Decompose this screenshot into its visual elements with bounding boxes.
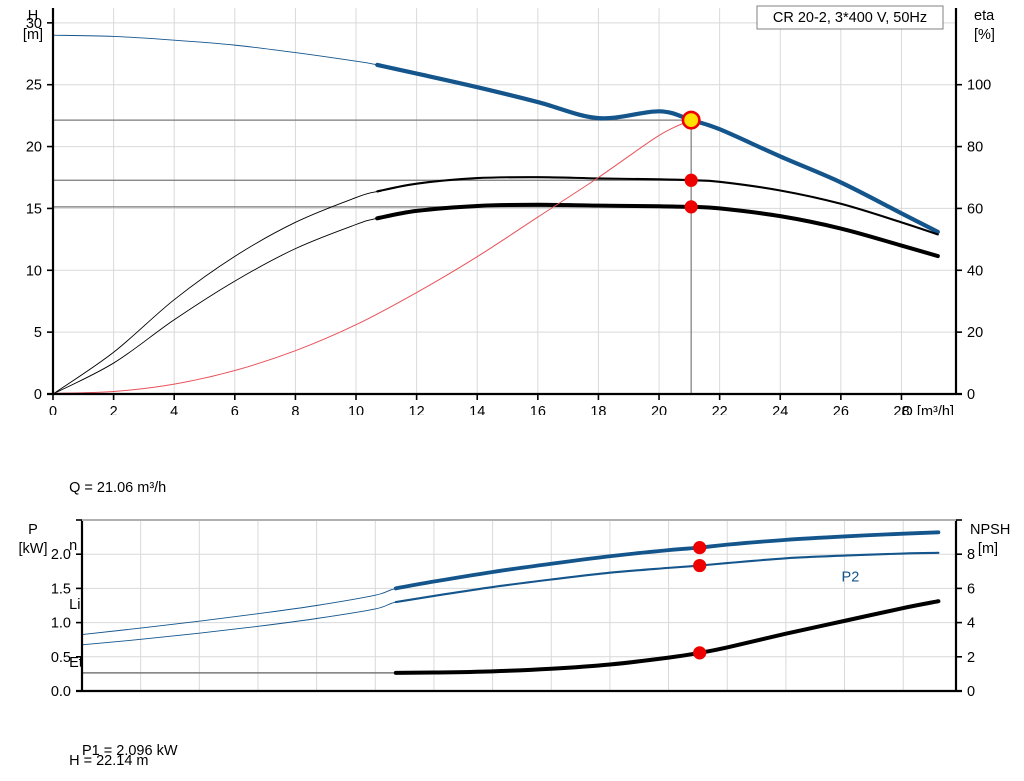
tick-label-right-3: 60 — [967, 201, 983, 217]
info-flow-rate: Q = 21.06 m³/h — [69, 479, 167, 496]
tick-label-left-3: 15 — [26, 201, 42, 217]
axis-title-x: Q [m³/h] — [902, 404, 954, 415]
duty-point-marker-duty-p1[interactable] — [693, 541, 707, 555]
tick-label-left-4: 20 — [26, 140, 42, 156]
title-box: CR 20-2, 3*400 V, 50Hz — [756, 5, 944, 30]
curve-thin-3[interactable] — [52, 119, 692, 394]
info-head: H = 22.14 m — [69, 752, 149, 769]
plot-background — [53, 8, 956, 394]
tick-label-bottom-1: 2 — [110, 404, 118, 415]
info-p1: P1 = 2.096 kW — [82, 743, 178, 759]
tick-label-left-1: 0.5 — [51, 650, 71, 666]
tick-label-bottom-10: 20 — [651, 404, 667, 415]
tick-label-bottom-5: 10 — [348, 404, 364, 415]
tick-label-bottom-8: 16 — [530, 404, 546, 415]
duty-point-marker-main[interactable] — [681, 110, 701, 130]
tick-label-bottom-4: 8 — [291, 404, 299, 415]
duty-point-marker-duty-eta-pump-motor[interactable] — [684, 200, 698, 214]
axis-title-right-name: NPSH — [970, 522, 1010, 538]
axis-title-left-name: H — [28, 8, 38, 24]
curve-operating-2[interactable] — [375, 202, 940, 259]
tick-label-bottom-3: 6 — [231, 404, 239, 415]
tick-label-right-2: 4 — [967, 616, 975, 632]
tick-label-bottom-0: 0 — [49, 404, 57, 415]
tick-label-bottom-2: 4 — [170, 404, 178, 415]
tick-label-right-1: 20 — [967, 325, 983, 341]
tick-label-right-1: 2 — [967, 650, 975, 666]
tick-label-bottom-13: 26 — [833, 404, 849, 415]
series-label-p2: P2 — [842, 570, 860, 586]
axis-title-left-unit: [m] — [23, 27, 43, 43]
axis-title-right-name: eta — [974, 8, 995, 24]
tick-label-left-3: 1.5 — [51, 581, 71, 597]
title-box-label: CR 20-2, 3*400 V, 50Hz — [773, 10, 927, 26]
plot-background — [82, 520, 956, 691]
tick-label-right-2: 40 — [967, 263, 983, 279]
curve-operating-0[interactable] — [393, 530, 941, 591]
curve-operating-1[interactable] — [394, 551, 940, 604]
tick-label-right-4: 80 — [967, 140, 983, 156]
curve-operating-1[interactable] — [376, 176, 939, 236]
tick-label-bottom-14: 28 — [893, 404, 909, 415]
tick-label-bottom-12: 24 — [772, 404, 788, 415]
lower-plot: 0.0 0.5 1.0 1.5 2.0 0 2 4 6 8 P [kW] NPSH [m] P1 P2 — [19, 512, 1011, 700]
axis-title-right-unit: [%] — [974, 27, 995, 43]
tick-label-bottom-11: 22 — [712, 404, 728, 415]
info-upper-right-column: H = 22.14 m Pumped liquid = Water Densit… — [69, 713, 238, 781]
axis-title-left-name: P — [28, 522, 38, 538]
tick-label-left-4: 2.0 — [51, 547, 71, 563]
axis-title-left-unit: [kW] — [19, 541, 48, 557]
series-label-p1: P1 — [842, 512, 860, 514]
tick-label-right-4: 8 — [967, 547, 975, 563]
tick-label-left-5: 25 — [26, 78, 42, 94]
tick-label-right-3: 6 — [967, 581, 975, 597]
duty-point-marker-duty-p2[interactable] — [693, 558, 707, 573]
tick-label-right-0: 0 — [967, 684, 975, 700]
tick-label-left-0: 0 — [34, 387, 42, 403]
tick-label-bottom-6: 12 — [409, 404, 425, 415]
title-box-frame — [756, 5, 944, 30]
axis-title-right-unit: [m] — [978, 541, 998, 557]
power-npsh-chart[interactable]: 0.0 0.5 1.0 1.5 2.0 0 2 4 6 8 P [kW] NPSH [m] P1 P2 — [0, 512, 1024, 702]
duty-point-info-lower: P1 = 2.096 kW P2 = 1.834 kW NPSH = 2.23 … — [82, 703, 982, 781]
curve-operating-2[interactable] — [393, 599, 941, 675]
duty-point-marker-duty-npsh[interactable] — [693, 646, 707, 660]
tick-label-left-2: 1.0 — [51, 616, 71, 632]
tick-label-left-6: 30 — [26, 16, 42, 32]
tick-label-left-0: 0.0 — [51, 684, 71, 700]
tick-label-left-1: 5 — [34, 325, 42, 341]
tick-label-bottom-9: 18 — [590, 404, 606, 415]
tick-label-right-5: 100 — [967, 78, 991, 94]
duty-point-marker-duty-eta-pump[interactable] — [684, 173, 698, 187]
tick-label-bottom-7: 14 — [469, 404, 485, 415]
tick-label-left-2: 10 — [26, 263, 42, 279]
tick-label-right-0: 0 — [967, 387, 975, 403]
